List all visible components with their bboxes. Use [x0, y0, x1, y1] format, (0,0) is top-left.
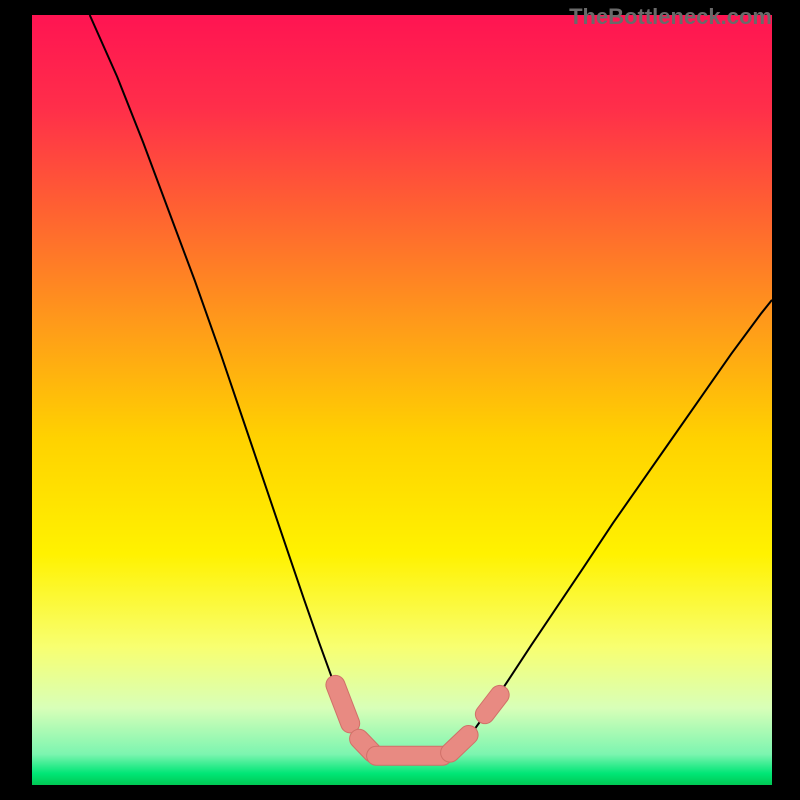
- marker-segment: [485, 695, 500, 714]
- left-curve: [90, 15, 373, 754]
- marker-segment: [450, 735, 469, 753]
- watermark-text: TheBottleneck.com: [569, 4, 772, 30]
- curve-overlay: [0, 0, 800, 800]
